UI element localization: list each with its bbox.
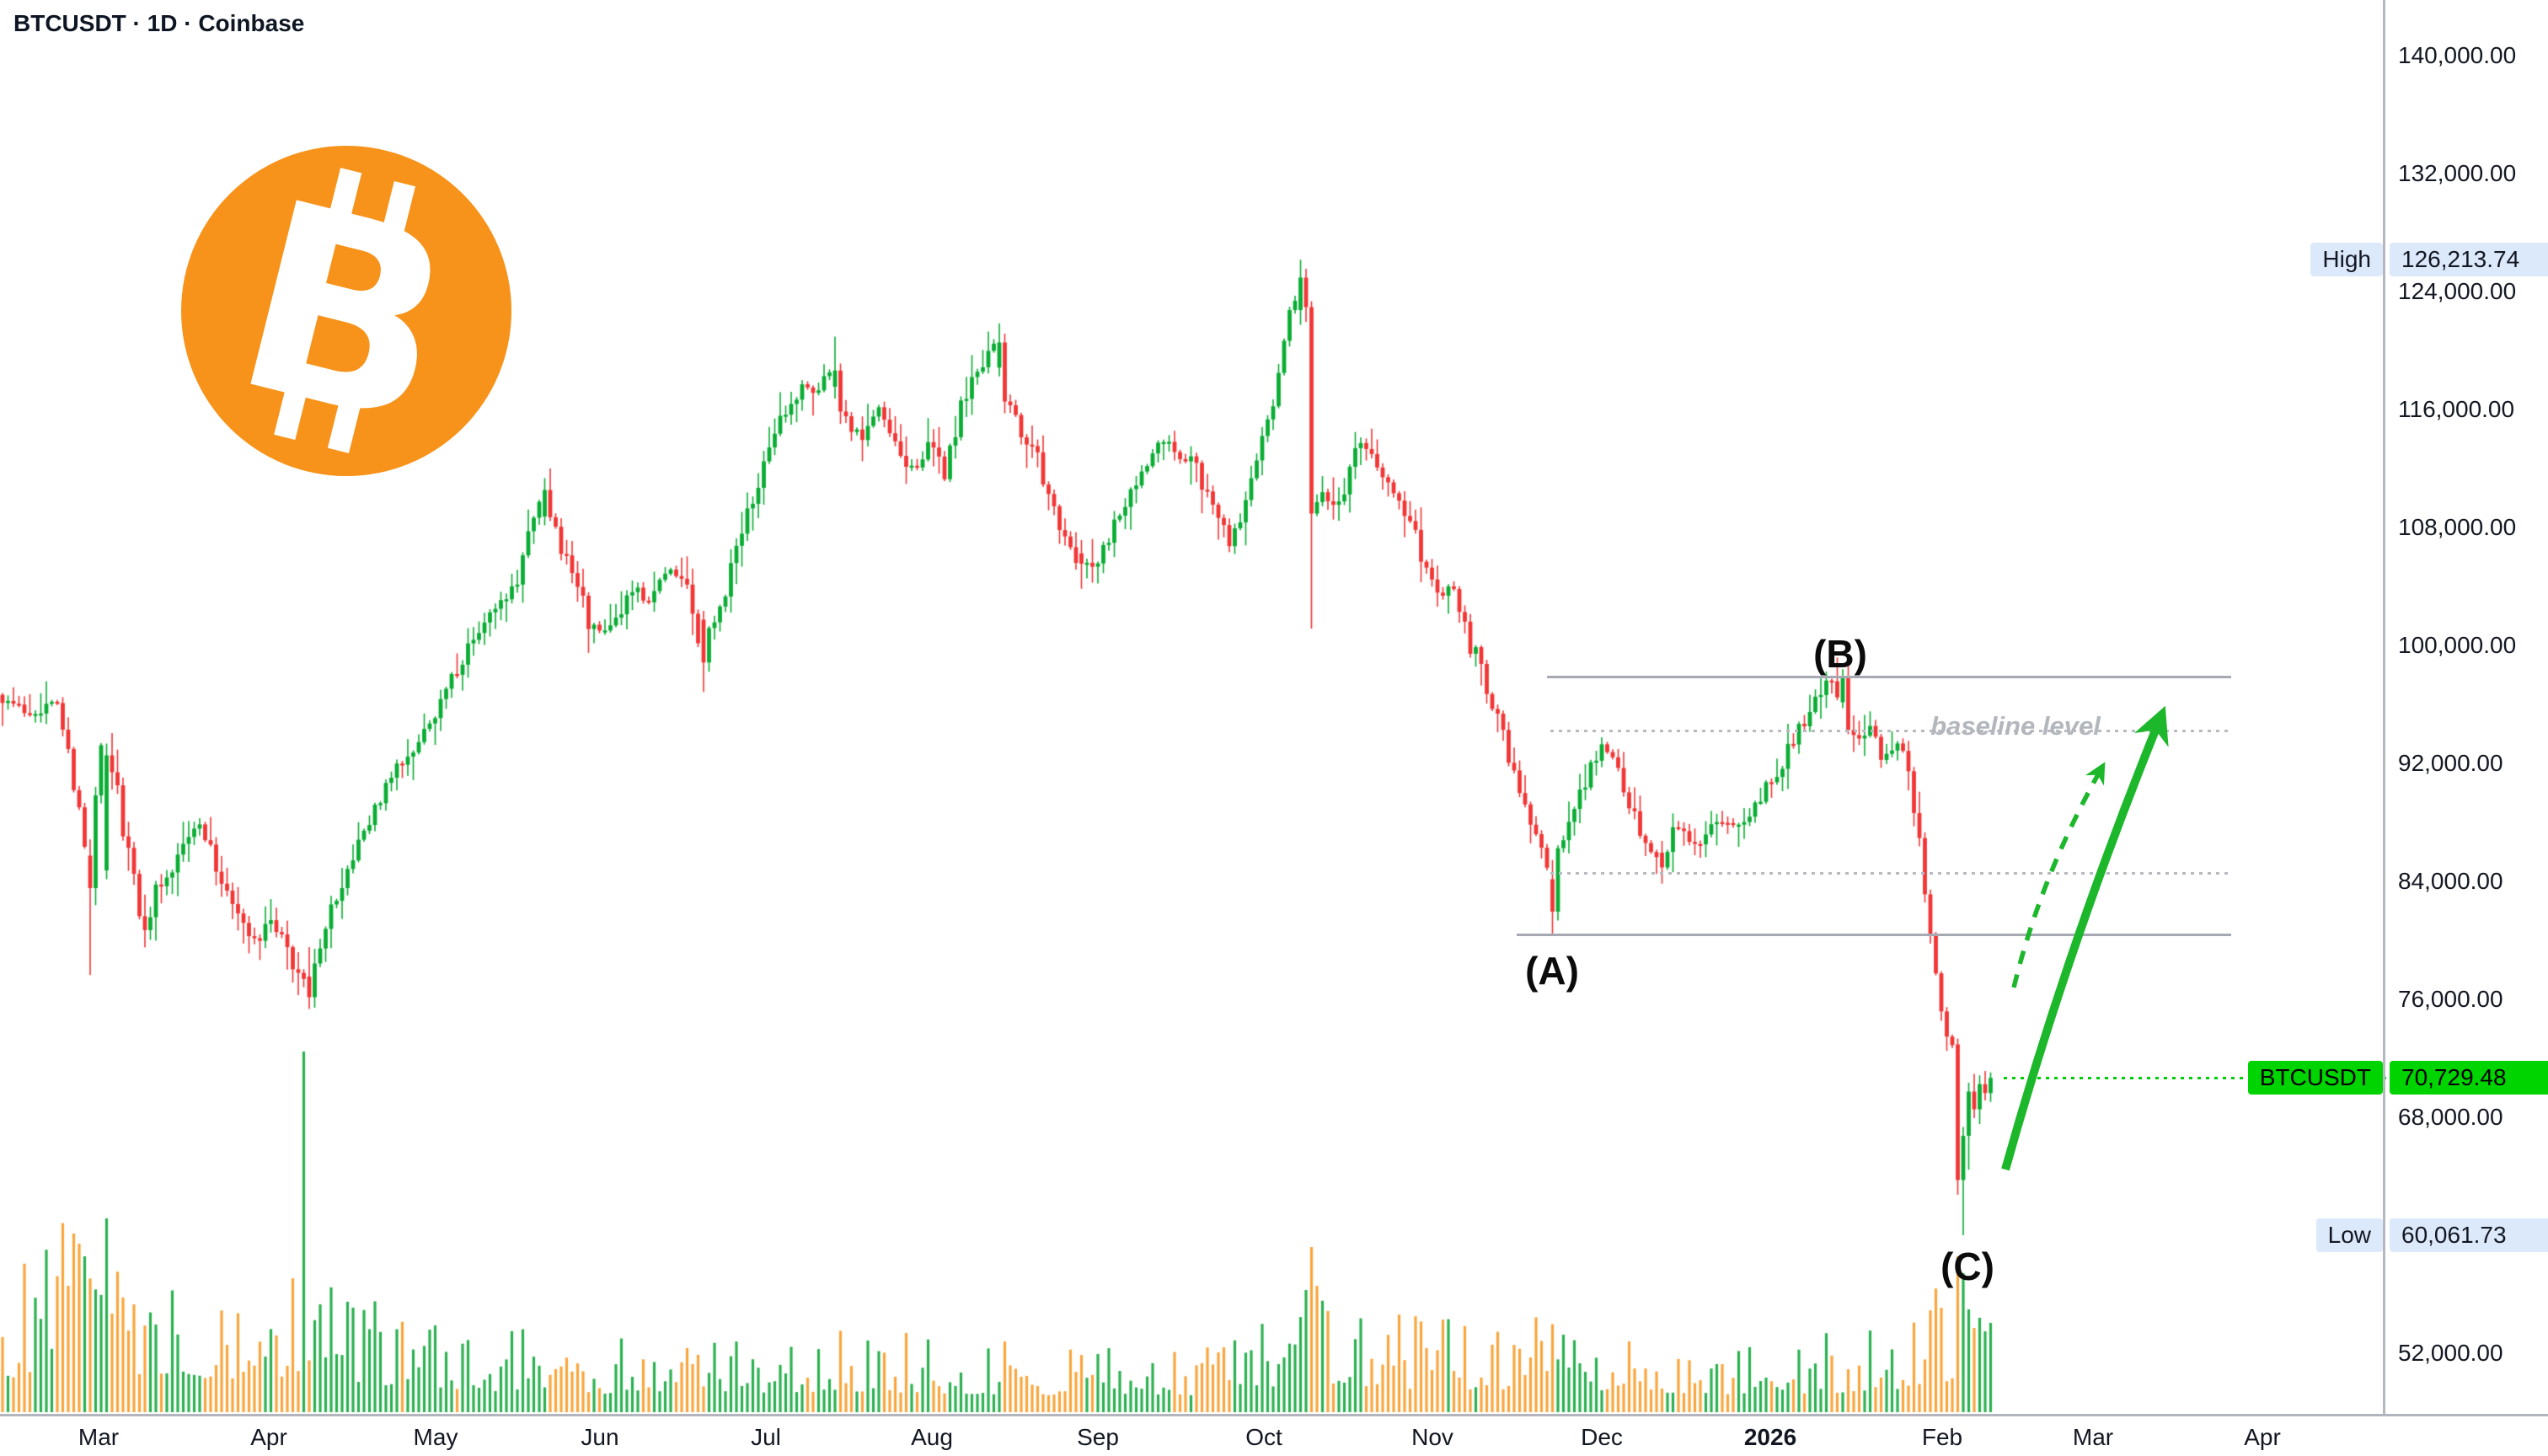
time-axis-label: May	[413, 1424, 458, 1450]
current-price-line[interactable]	[2004, 1076, 2390, 1079]
time-axis-label: Jun	[581, 1424, 619, 1450]
time-axis-label: Dec	[1581, 1424, 1623, 1450]
low-badge: Low	[2315, 1218, 2383, 1252]
horizontal-level-line[interactable]	[1547, 676, 2231, 679]
horizontal-level-line[interactable]	[1517, 933, 2231, 936]
time-axis-label: Mar	[2072, 1424, 2114, 1450]
time-axis-label: Feb	[1921, 1424, 1963, 1450]
time-axis-separator	[0, 1414, 2548, 1416]
time-axis-label: Oct	[1245, 1424, 1282, 1450]
price-axis-label: 132,000.00	[2398, 160, 2517, 186]
time-axis-label: Sep	[1077, 1424, 1119, 1450]
price-axis-separator	[2383, 0, 2385, 1456]
price-axis-label: 116,000.00	[2398, 396, 2515, 422]
horizontal-dotted-level-line[interactable]	[1550, 872, 2231, 875]
price-axis-label: 76,000.00	[2398, 986, 2503, 1012]
bullish-arrow-dashed[interactable]	[2011, 762, 2106, 988]
high-badge: High	[2310, 243, 2383, 277]
price-axis-label: 100,000.00	[2398, 632, 2517, 658]
last-price-badge-value: 70,729.48	[2390, 1061, 2548, 1095]
last-price-badge: BTCUSDT	[2247, 1061, 2383, 1095]
price-axis-label: 92,000.00	[2398, 750, 2503, 776]
bullish-arrow[interactable]	[2001, 705, 2169, 1171]
price-axis-label: 52,000.00	[2398, 1340, 2503, 1366]
baseline-level-label[interactable]: baseline level	[1930, 711, 2101, 741]
symbol-title: BTCUSDT · 1D · Coinbase	[13, 10, 305, 36]
price-axis-label: 68,000.00	[2398, 1104, 2503, 1130]
price-axis-label: 140,000.00	[2398, 42, 2517, 68]
price-axis-label: 84,000.00	[2398, 868, 2503, 894]
bitcoin-icon: B	[180, 144, 512, 479]
high-badge-value: 126,213.74	[2390, 243, 2548, 277]
low-badge-value: 60,061.73	[2390, 1218, 2548, 1252]
time-axis-label: Aug	[911, 1424, 953, 1450]
time-axis-label: Apr	[250, 1424, 287, 1450]
time-axis-label: Apr	[2244, 1424, 2281, 1450]
price-axis[interactable]: 140,000.00 132,000.00 124,000.00 116,000.00…	[2383, 0, 2548, 1456]
time-axis-label: Mar	[78, 1424, 120, 1450]
time-axis-label: Jul	[751, 1424, 781, 1450]
time-axis[interactable]: Mar Apr May Jun Jul Aug Sep Oct Nov Dec 2026 Feb Mar…	[0, 1414, 2548, 1456]
time-axis-label: Nov	[1411, 1424, 1453, 1450]
horizontal-dotted-level-line[interactable]	[1550, 730, 2231, 733]
time-axis-label: 2026	[1743, 1424, 1797, 1450]
price-axis-label: 108,000.00	[2398, 514, 2517, 540]
wave-label-b[interactable]: (B)	[1813, 632, 1867, 676]
wave-label-c[interactable]: (C)	[1940, 1245, 1994, 1288]
price-axis-label: 124,000.00	[2398, 278, 2517, 304]
wave-label-a[interactable]: (A)	[1525, 949, 1579, 993]
